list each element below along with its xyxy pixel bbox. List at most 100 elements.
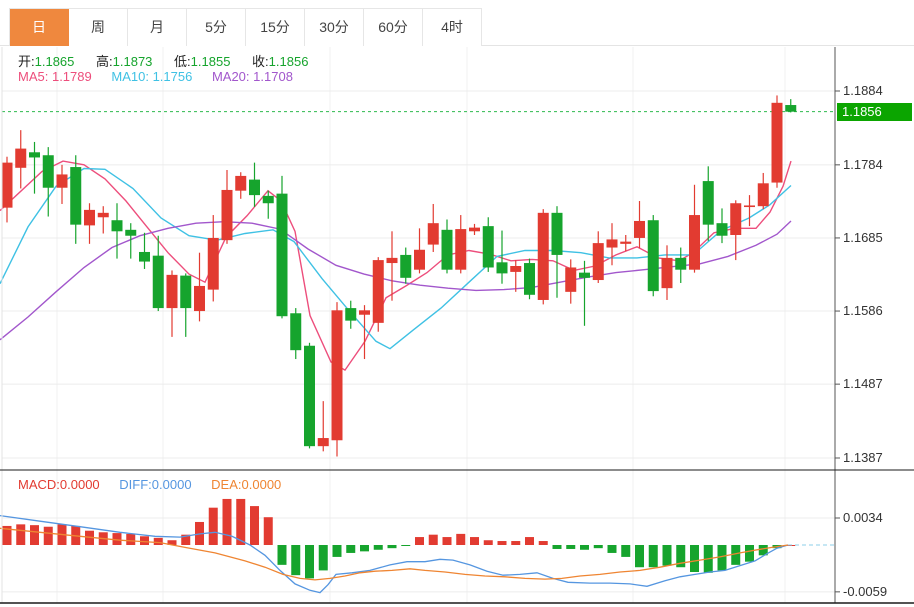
close-value: 1.1856 — [268, 54, 309, 69]
candle — [372, 260, 384, 323]
candle — [441, 229, 453, 270]
candle — [262, 195, 274, 204]
ma10-label: MA10: — [111, 69, 149, 84]
tab-week[interactable]: 周 — [69, 9, 128, 46]
macd-bar — [676, 545, 686, 568]
candle — [235, 175, 247, 191]
tab-4hour[interactable]: 4时 — [423, 9, 482, 46]
macd-bar — [43, 526, 53, 545]
macd-axis-label: 0.0034 — [843, 510, 883, 525]
candle — [771, 102, 783, 183]
price-axis-label: 1.1586 — [843, 303, 883, 319]
macd-bar — [277, 545, 287, 565]
macd-bar — [745, 545, 754, 562]
ma20-value: 1.1708 — [253, 69, 293, 84]
macd-bar — [387, 545, 397, 549]
candle — [386, 257, 398, 264]
dea-line — [0, 527, 789, 581]
macd-bar — [140, 536, 149, 545]
candle — [276, 193, 288, 317]
ma10-value: 1.1756 — [152, 69, 193, 84]
candle — [125, 229, 137, 236]
current-price-tag: 1.1856 — [837, 103, 912, 121]
diff-value: 0.0000 — [151, 477, 192, 492]
candle — [482, 226, 494, 268]
candle — [634, 220, 645, 238]
candle — [1, 162, 13, 208]
ohlc-legend: 开:1.1865 高:1.1873 低:1.1855 收:1.1856 — [18, 51, 326, 70]
high-label: 高: — [96, 54, 113, 69]
open-label: 开: — [18, 54, 35, 69]
candle — [290, 313, 302, 351]
macd-bar — [442, 537, 452, 545]
close-label: 收: — [252, 54, 269, 69]
candle — [647, 220, 659, 292]
macd-bar — [690, 545, 699, 572]
open-value: 1.1865 — [34, 54, 75, 69]
macd-bar — [291, 545, 301, 576]
candle — [249, 179, 260, 196]
candle — [455, 229, 467, 270]
candle — [427, 223, 439, 245]
candle — [606, 239, 618, 248]
candle — [496, 262, 508, 274]
macd-axis-label: -0.0059 — [843, 583, 888, 599]
macd-bar — [648, 545, 658, 568]
macd-bar — [511, 541, 521, 545]
tab-month[interactable]: 月 — [128, 9, 187, 46]
tab-day[interactable]: 日 — [10, 9, 69, 46]
macd-bar — [635, 545, 644, 568]
candle — [56, 174, 68, 188]
candle — [689, 215, 700, 270]
macd-bar — [30, 525, 39, 545]
macd-bar — [566, 545, 576, 549]
diff-line — [0, 514, 789, 594]
candle — [345, 308, 357, 321]
macd-bar — [401, 545, 411, 546]
macd-bar — [593, 545, 603, 549]
macd-bar — [607, 545, 617, 553]
candle — [15, 148, 27, 168]
low-label: 低: — [174, 54, 191, 69]
price-axis-label: 1.1685 — [843, 229, 883, 245]
price-axis-label: 1.1884 — [843, 83, 883, 98]
low-value: 1.1855 — [190, 54, 231, 69]
candle — [70, 167, 82, 225]
candle — [620, 241, 632, 244]
macd-value: 0.0000 — [59, 477, 100, 492]
macd-bar — [470, 537, 479, 545]
candle — [42, 155, 54, 188]
candle — [180, 275, 192, 309]
macd-bar — [236, 498, 246, 545]
macd-bar — [717, 545, 727, 571]
tab-5min[interactable]: 5分 — [187, 9, 246, 46]
macd-bar — [208, 507, 218, 545]
macd-bar — [263, 517, 273, 545]
ma-line-ma10 — [0, 167, 792, 350]
tab-60min[interactable]: 60分 — [364, 9, 423, 46]
candle — [730, 203, 742, 235]
dea-value: 0.0000 — [241, 477, 282, 492]
candle — [579, 272, 590, 278]
macd-bar — [126, 533, 136, 545]
timeframe-tabbar: 日 周 月 5分 15分 30分 60分 4时 — [9, 8, 482, 46]
macd-bar — [222, 498, 232, 545]
macd-bar — [346, 545, 356, 553]
macd-bar — [360, 545, 369, 552]
macd-bar — [662, 545, 672, 566]
candle — [785, 105, 797, 112]
candle — [166, 274, 178, 309]
tab-15min[interactable]: 15分 — [246, 9, 305, 46]
candle — [152, 255, 164, 309]
macd-bar — [16, 524, 26, 545]
candle — [510, 266, 522, 272]
macd-bar — [167, 540, 177, 545]
candle — [111, 220, 123, 232]
candle — [139, 251, 150, 262]
macd-bar — [497, 541, 507, 545]
macd-bar — [552, 545, 562, 549]
macd-bar — [415, 537, 424, 545]
tab-30min[interactable]: 30分 — [305, 9, 364, 46]
candle — [469, 227, 480, 232]
